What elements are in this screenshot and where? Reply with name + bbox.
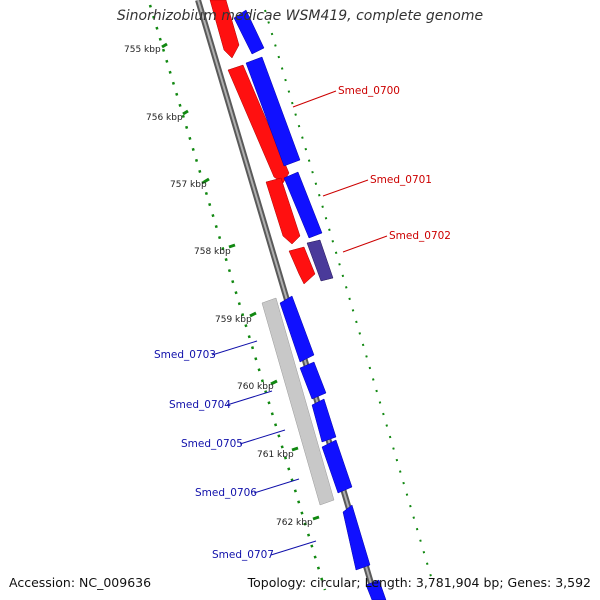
gene-label-smed-0704[interactable]: Smed_0704 bbox=[169, 399, 231, 411]
gene-label-smed-0706[interactable]: Smed_0706 bbox=[195, 487, 257, 499]
ruler-label: 760 kbp bbox=[237, 382, 274, 392]
leader-line bbox=[226, 390, 273, 406]
gene-arrow-blue bbox=[321, 439, 353, 494]
leader-line bbox=[292, 90, 337, 108]
gene-arrow-blue bbox=[245, 56, 301, 167]
leader-line bbox=[239, 429, 286, 445]
ruler-tick-marks bbox=[161, 42, 320, 521]
ruler-label: 755 kbp bbox=[124, 45, 161, 55]
gene-label-smed-0702[interactable]: Smed_0702 bbox=[389, 230, 451, 242]
genome-summary-text: Topology: circular; Length: 3,781,904 bp… bbox=[247, 575, 591, 590]
ruler-label: 759 kbp bbox=[215, 315, 252, 325]
gene-arrow-gray bbox=[261, 297, 335, 506]
ruler-label: 762 kbp bbox=[276, 518, 313, 528]
gene-label-smed-0700[interactable]: Smed_0700 bbox=[338, 85, 400, 97]
gene-label-smed-0703[interactable]: Smed_0703 bbox=[154, 349, 216, 361]
leader-line bbox=[322, 179, 369, 197]
gene-arrow-highlight bbox=[306, 239, 334, 282]
gene-arrow-blue bbox=[283, 171, 323, 239]
ruler-label: 756 kbp bbox=[146, 113, 183, 123]
gene-arrow-red bbox=[209, 0, 240, 59]
inner-dotted-ring bbox=[148, 4, 327, 591]
gene-label-smed-0705[interactable]: Smed_0705 bbox=[181, 438, 243, 450]
leader-line bbox=[253, 478, 300, 494]
gene-arrow-blue bbox=[279, 295, 315, 363]
gene-label-smed-0707[interactable]: Smed_0707 bbox=[212, 549, 274, 561]
gene-arrow-blue bbox=[311, 398, 337, 443]
ruler-label: 758 kbp bbox=[194, 247, 231, 257]
gene-arrow-red bbox=[265, 177, 301, 245]
gene-arrow-blue bbox=[365, 579, 387, 600]
gene-arrow-red bbox=[288, 246, 316, 285]
page-title: Sinorhizobium medicae WSM419, complete g… bbox=[116, 8, 484, 24]
gene-label-smed-0701[interactable]: Smed_0701 bbox=[370, 174, 432, 186]
leader-line bbox=[342, 235, 388, 253]
gene-arrow-blue bbox=[342, 504, 371, 571]
leader-line bbox=[270, 540, 317, 556]
gene-arrow-blue bbox=[299, 361, 327, 400]
gene-arrow-blue bbox=[233, 9, 265, 55]
ruler-label: 757 kbp bbox=[170, 180, 207, 190]
leader-line bbox=[211, 340, 258, 356]
ruler-label: 761 kbp bbox=[257, 450, 294, 460]
accession-text: Accession: NC_009636 bbox=[9, 575, 152, 590]
